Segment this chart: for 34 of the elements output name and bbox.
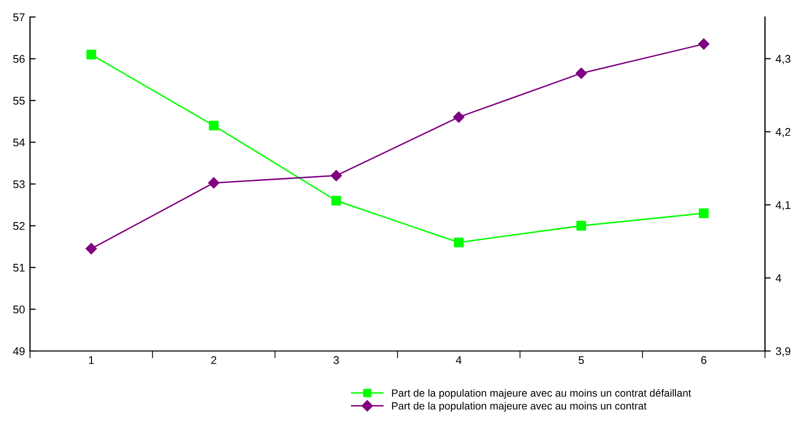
- y-tick-label: 53: [13, 180, 25, 188]
- y2-tick-label: 4,1: [776, 201, 790, 210]
- point: [86, 243, 97, 254]
- y-tick-label: 55: [13, 96, 25, 105]
- x-tick-label: 2: [211, 356, 216, 364]
- y2-tick-label: 4: [776, 274, 782, 282]
- point: [453, 112, 464, 123]
- point: [576, 220, 586, 231]
- x-tick-label: 6: [701, 356, 706, 364]
- y-tick-label: 52: [13, 222, 25, 230]
- point: [576, 68, 587, 79]
- point: [698, 208, 709, 218]
- y-tick-label: 50: [13, 306, 25, 314]
- y-tick-label: 54: [13, 138, 25, 146]
- point: [330, 170, 342, 182]
- point: [698, 38, 710, 50]
- x-tick-label: 3: [334, 356, 339, 364]
- y2-tick-label: 3,9: [776, 347, 790, 356]
- y-tick-label: 56: [13, 55, 25, 63]
- point: [86, 50, 96, 60]
- legend-label: Part de la population majeure avec au moins un contrat: [392, 402, 647, 412]
- x-tick-label: 1: [89, 356, 94, 364]
- x-tick-label: 5: [578, 356, 584, 364]
- y2-tick-label: 4,2: [776, 128, 790, 138]
- x-tick-label: 4: [456, 356, 462, 364]
- y-tick-label: 51: [13, 264, 25, 272]
- point: [454, 238, 464, 248]
- y2-tick-label: 4,3: [776, 54, 790, 64]
- y-tick-label: 49: [13, 347, 25, 356]
- point: [208, 120, 219, 130]
- point: [331, 196, 342, 206]
- legend-label: Part de la population majeure avec au moins un contrat défaillant: [392, 388, 692, 399]
- point: [208, 177, 220, 189]
- y-tick-label: 57: [13, 13, 25, 22]
